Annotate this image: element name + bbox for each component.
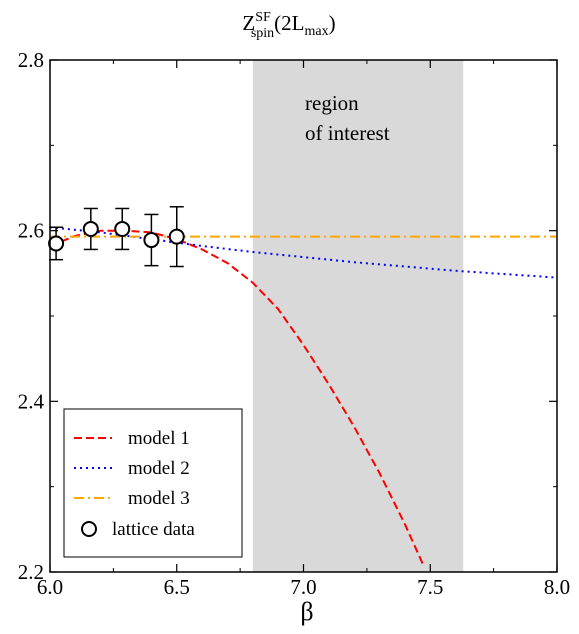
lattice-data-point [114, 220, 131, 237]
title-arg-close: ) [329, 11, 336, 35]
plot-area: region of interest 6.0 6.5 7.0 7.5 8.0 2.2 2.4 2.… [18, 48, 570, 599]
title-main: Z [242, 11, 255, 35]
x-tick-label: 6.0 [37, 575, 63, 599]
chart-title: ZSF spin(2Lmax) [242, 10, 335, 41]
lattice-data-point [48, 235, 65, 252]
region-label-line: of interest [305, 121, 390, 145]
title-sup: SF [255, 10, 271, 25]
y-tick-label: 2.2 [18, 560, 44, 584]
x-tick-label: 7.0 [290, 575, 316, 599]
region-label-line: region [305, 91, 359, 115]
lattice-data-point [168, 228, 185, 245]
x-tick-label: 8.0 [544, 575, 570, 599]
legend-label-lattice-data: lattice data [112, 519, 195, 540]
lattice-data-point [82, 220, 99, 237]
series-line-model-1 [49, 229, 424, 564]
title-sub: spin [251, 26, 274, 41]
legend-label-model-1: model 1 [128, 428, 190, 449]
shaded-region [252, 60, 464, 572]
legend-marker-lattice-data [81, 521, 97, 537]
y-tick-label: 2.6 [18, 219, 44, 243]
legend-label-model-3: model 3 [128, 488, 190, 509]
y-tick-label: 2.8 [18, 48, 44, 72]
title-arg-sub: max [304, 24, 328, 39]
x-tick-label: 6.5 [164, 575, 190, 599]
x-tick-label: 7.5 [417, 575, 443, 599]
x-axis-label: β [300, 597, 313, 626]
y-tick-label: 2.4 [18, 389, 45, 413]
legend: model 1 model 2 model 3 lattice data [63, 408, 243, 558]
title-arg-open: (2L [274, 11, 304, 35]
lattice-data-point [143, 232, 160, 249]
legend-label-model-2: model 2 [128, 458, 190, 479]
